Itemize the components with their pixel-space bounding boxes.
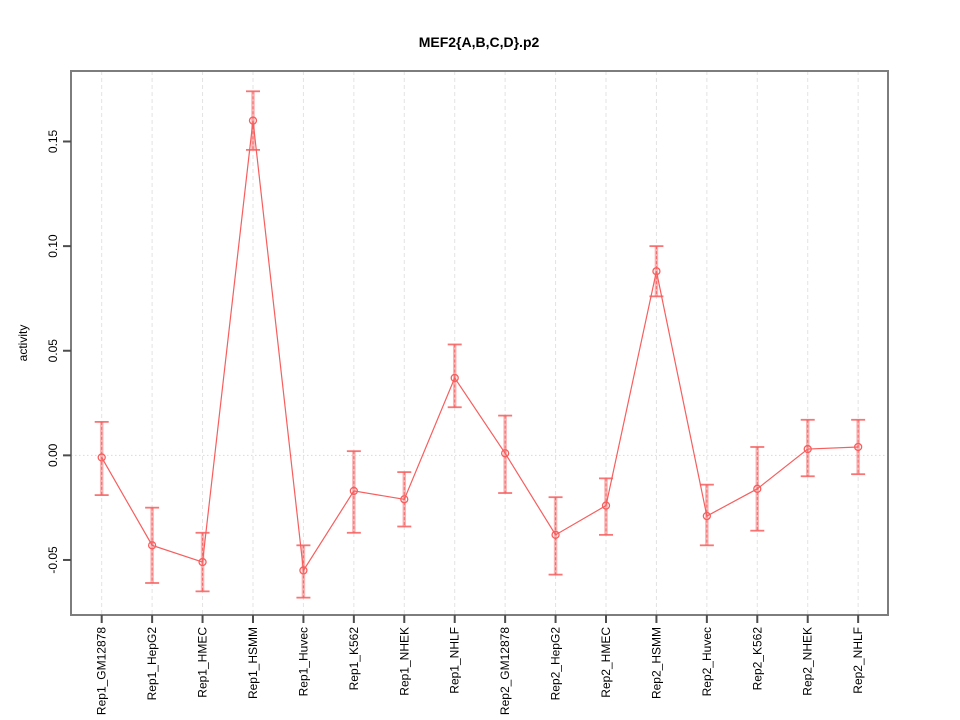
data-point <box>97 453 106 462</box>
data-point <box>500 449 510 458</box>
x-tick-label: Rep1_K562 <box>347 627 361 691</box>
data-point <box>702 511 712 521</box>
x-tick-label: Rep2_HSMM <box>649 627 663 699</box>
data-point <box>803 444 812 454</box>
y-tick-label: 0.15 <box>46 130 60 154</box>
x-tick-label: Rep2_NHEK <box>801 627 815 696</box>
data-point <box>854 442 863 452</box>
x-tick-label: Rep2_HepG2 <box>549 627 563 701</box>
y-tick-label: 0.05 <box>46 339 60 363</box>
x-tick-label: Rep2_HMEC <box>599 627 613 698</box>
data-point <box>198 557 207 567</box>
data-point <box>450 373 459 383</box>
data-point <box>349 486 359 496</box>
data-point <box>753 484 762 493</box>
data-point <box>400 495 409 504</box>
x-tick-label: Rep1_Huvec <box>296 627 310 696</box>
x-tick-label: Rep1_NHEK <box>397 627 411 696</box>
plot-box <box>70 70 889 616</box>
data-point <box>248 116 258 125</box>
data-point <box>147 541 157 550</box>
data-point <box>299 566 308 575</box>
data-point <box>551 530 560 540</box>
data-point <box>652 267 661 276</box>
y-tick-label: -0.05 <box>46 546 60 574</box>
grid-layer <box>71 71 888 615</box>
x-tick-label: Rep2_NHLF <box>851 627 865 694</box>
x-tick-label: Rep1_GM12878 <box>95 627 109 715</box>
x-tick-label: Rep1_HSMM <box>246 627 260 699</box>
x-tick-label: Rep2_Huvec <box>700 627 714 696</box>
x-tick-label: Rep1_HMEC <box>196 627 210 698</box>
y-tick-label: 0.10 <box>46 234 60 258</box>
chart-title: MEF2{A,B,C,D}.p2 <box>419 34 540 50</box>
x-tick-label: Rep2_K562 <box>750 627 764 691</box>
y-tick-label: 0.00 <box>46 443 60 467</box>
series-line <box>101 120 859 573</box>
x-tick-label: Rep1_NHLF <box>448 627 462 694</box>
y-axis-label: activity <box>16 325 30 362</box>
data-layer <box>94 90 866 599</box>
x-tick-label: Rep2_GM12878 <box>498 627 512 715</box>
data-point <box>601 501 611 510</box>
axis-layer: -0.05 0.00 0.05 0.10 0.15 Rep1_GM12878 Rep1_He… <box>46 70 889 715</box>
x-tick-label: Rep1_HepG2 <box>145 627 159 701</box>
